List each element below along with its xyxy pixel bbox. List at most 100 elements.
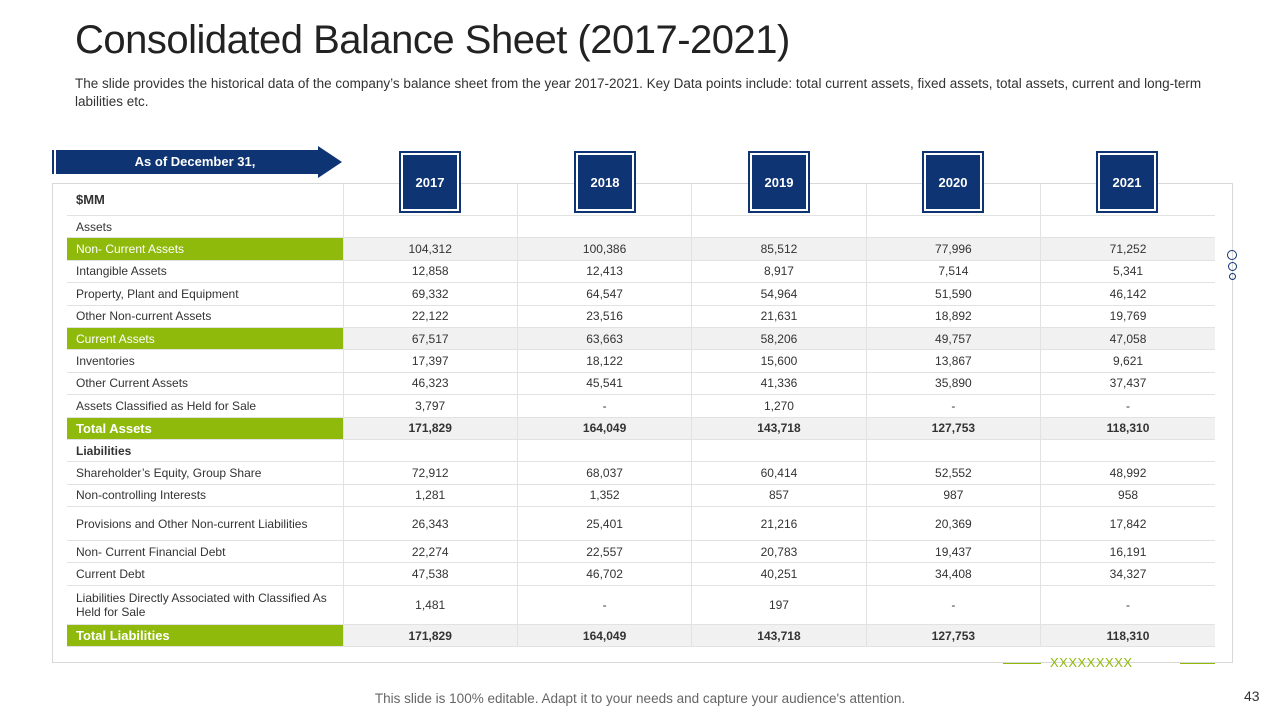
- year-header-2017: 2017: [399, 151, 461, 213]
- cell-value: 68,037: [516, 461, 692, 485]
- cell-value: 7,514: [865, 260, 1041, 284]
- table-row: Current Debt 47,538 46,702 40,251 34,408 34,3…: [67, 562, 1215, 586]
- cell-value: 13,867: [865, 349, 1041, 373]
- balance-sheet-table: $MM Assets Non- Current Assets 104,312 100,…: [67, 184, 1215, 648]
- cell-value: 20,783: [691, 540, 867, 564]
- year-label: 2019: [752, 155, 806, 209]
- cell-value: [516, 439, 692, 463]
- table-row: Property, Plant and Equipment 69,332 64,54…: [67, 282, 1215, 306]
- cell-value: 34,327: [1040, 562, 1215, 586]
- cell-value: 64,547: [516, 282, 692, 306]
- cell-value: -: [1040, 585, 1215, 625]
- cell-value: 37,437: [1040, 372, 1215, 396]
- cell-value: [691, 439, 867, 463]
- table-row: Assets Classified as Held for Sale 3,797-…: [67, 394, 1215, 418]
- cell-value: 26,343: [342, 506, 518, 542]
- cell-value: -: [1040, 394, 1215, 418]
- cell-value: 5,341: [1040, 260, 1215, 284]
- cell-value: [1040, 439, 1215, 463]
- row-label: Assets Classified as Held for Sale: [67, 394, 343, 418]
- cell-value: 1,270: [691, 394, 867, 418]
- row-label: Total Assets: [67, 417, 343, 440]
- year-label: 2018: [578, 155, 632, 209]
- footer-note: This slide is 100% editable. Adapt it to…: [374, 691, 906, 706]
- page-title: Consolidated Balance Sheet (2017-2021): [75, 18, 790, 62]
- table-row: Non-controlling Interests 1,281 1,352 857 98…: [67, 484, 1215, 508]
- cell-value: 85,512: [691, 237, 867, 261]
- year-header-2020: 2020: [922, 151, 984, 213]
- table-row: Inventories 17,397 18,122 15,600 13,867 9,621: [67, 349, 1215, 373]
- table-row: Intangible Assets 12,858 12,413 8,917 7,514 5…: [67, 260, 1215, 284]
- row-label: Other Current Assets: [67, 372, 343, 396]
- cell-value: 60,414: [691, 461, 867, 485]
- table-row: Assets: [67, 215, 1215, 239]
- row-label: Total Liabilities: [67, 624, 343, 648]
- cell-value: 49,757: [865, 327, 1041, 351]
- cell-value: -: [516, 394, 692, 418]
- table-row: Shareholder’s Equity, Group Share 72,912 6…: [67, 461, 1215, 485]
- row-label: Property, Plant and Equipment: [67, 282, 343, 306]
- year-header-2019: 2019: [748, 151, 810, 213]
- table-row: Total Assets 171,829 164,049 143,718 127,753…: [67, 417, 1215, 440]
- cell-value: 104,312: [342, 237, 518, 261]
- cell-value: [865, 439, 1041, 463]
- cell-value: 41,336: [691, 372, 867, 396]
- cell-value: 171,829: [342, 624, 518, 648]
- header-row: $MM: [67, 184, 1215, 216]
- cell-value: -: [865, 394, 1041, 418]
- cell-value: 22,557: [516, 540, 692, 564]
- cell-value: 100,386: [516, 237, 692, 261]
- row-label: Assets: [67, 215, 343, 239]
- cell-value: 197: [691, 585, 867, 625]
- cell-value: 48,992: [1040, 461, 1215, 485]
- cell-value: 143,718: [691, 417, 867, 440]
- cell-value: 21,631: [691, 305, 867, 328]
- banner-label: As of December 31,: [134, 154, 256, 169]
- page-number: 43: [1244, 688, 1260, 704]
- cell-value: 12,413: [516, 260, 692, 284]
- cell-value: 171,829: [342, 417, 518, 440]
- cell-value: 25,401: [516, 506, 692, 542]
- unit-label: $MM: [67, 184, 343, 216]
- cell-value: 143,718: [691, 624, 867, 648]
- cell-value: 45,541: [516, 372, 692, 396]
- cell-value: 127,753: [865, 417, 1041, 440]
- row-label: Liabilities Directly Associated with Cla…: [67, 585, 343, 625]
- cell-value: 23,516: [516, 305, 692, 328]
- year-header-2018: 2018: [574, 151, 636, 213]
- row-label: Non-controlling Interests: [67, 484, 343, 508]
- table-row: Non- Current Assets 104,312 100,386 85,512 7…: [67, 237, 1215, 261]
- cell-value: [865, 215, 1041, 239]
- cell-value: 164,049: [516, 624, 692, 648]
- cell-value: 19,769: [1040, 305, 1215, 328]
- table-row: Current Assets 67,517 63,663 58,206 49,757 47…: [67, 327, 1215, 351]
- cell-value: 67,517: [342, 327, 518, 351]
- cell-value: 857: [691, 484, 867, 508]
- cell-value: 16,191: [1040, 540, 1215, 564]
- cell-value: -: [865, 585, 1041, 625]
- cell-value: 1,281: [342, 484, 518, 508]
- table-row: Total Liabilities 171,829 164,049 143,718 12…: [67, 624, 1215, 648]
- cell-value: 46,142: [1040, 282, 1215, 306]
- table-row: Non- Current Financial Debt 22,274 22,557 2…: [67, 540, 1215, 564]
- cell-value: 9,621: [1040, 349, 1215, 373]
- cell-value: 1,481: [342, 585, 518, 625]
- row-label: Current Assets: [67, 327, 343, 351]
- year-label: 2017: [403, 155, 457, 209]
- table-row: Liabilities: [67, 439, 1215, 463]
- cell-value: 1,352: [516, 484, 692, 508]
- cell-value: 34,408: [865, 562, 1041, 586]
- cell-value: 958: [1040, 484, 1215, 508]
- cell-value: 52,552: [865, 461, 1041, 485]
- cell-value: 164,049: [516, 417, 692, 440]
- cell-value: 58,206: [691, 327, 867, 351]
- row-label: Current Debt: [67, 562, 343, 586]
- cell-value: 3,797: [342, 394, 518, 418]
- decorative-dots: [1227, 248, 1237, 282]
- row-label: Liabilities: [67, 439, 343, 463]
- cell-value: 12,858: [342, 260, 518, 284]
- table-frame: [52, 183, 1233, 663]
- cell-value: 118,310: [1040, 417, 1215, 440]
- row-label: Inventories: [67, 349, 343, 373]
- cell-value: 71,252: [1040, 237, 1215, 261]
